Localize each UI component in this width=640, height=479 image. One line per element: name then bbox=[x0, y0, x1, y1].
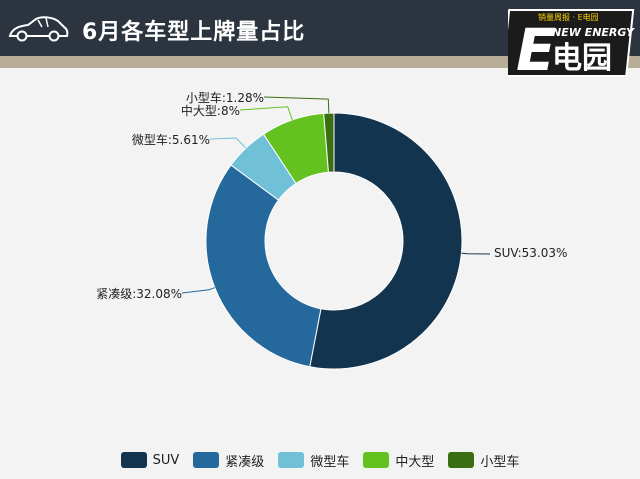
slice-small bbox=[323, 112, 335, 173]
legend-swatch bbox=[448, 452, 475, 468]
legend-label: 紧凑级 bbox=[225, 454, 265, 470]
header-divider-band bbox=[0, 56, 640, 68]
legend-item-compact[interactable]: 紧凑级 bbox=[193, 451, 264, 470]
legend-item-small[interactable]: 小型车 bbox=[448, 451, 519, 470]
legend-item-mini[interactable]: 微型车 bbox=[278, 451, 349, 470]
donut-chart bbox=[181, 96, 491, 370]
legend-label: 微型车 bbox=[310, 454, 350, 470]
legend-item-suv[interactable]: SUV bbox=[120, 452, 180, 468]
legend-swatch bbox=[193, 452, 220, 468]
legend-label: SUV bbox=[152, 452, 180, 468]
leader-line-midlarge bbox=[239, 106, 293, 121]
car-icon bbox=[8, 16, 69, 42]
slice-compact bbox=[205, 164, 322, 368]
svg-text:电园: 电园 bbox=[552, 41, 612, 76]
slice-label-compact: 紧凑级:32.08% bbox=[96, 287, 182, 301]
svg-text:E: E bbox=[516, 16, 556, 80]
slice-label-small: 小型车:1.28% bbox=[185, 91, 264, 105]
e-dianyuan-logo: 销量周报 · E电园 E NEW ENERGY 电园 bbox=[508, 9, 635, 80]
legend-swatch bbox=[363, 452, 390, 468]
slice-label-midlarge: 中大型:8% bbox=[180, 104, 240, 118]
svg-text:销量周报 · E电园: 销量周报 · E电园 bbox=[538, 12, 599, 22]
slice-label-suv: SUV:53.03% bbox=[494, 246, 568, 260]
legend-swatch bbox=[278, 452, 305, 468]
leader-line-small bbox=[263, 96, 330, 114]
slice-suv bbox=[309, 112, 463, 370]
leader-line-mini bbox=[209, 137, 247, 149]
legend-item-midlarge[interactable]: 中大型 bbox=[363, 451, 434, 470]
legend-label: 中大型 bbox=[395, 454, 435, 470]
leader-line-compact bbox=[181, 287, 215, 294]
leader-line-suv bbox=[461, 252, 491, 255]
page-title: 6月各车型上牌量占比 bbox=[82, 20, 306, 45]
chart-legend: SUV 紧凑级 微型车 中大型 小型车 bbox=[0, 446, 640, 474]
legend-swatch bbox=[120, 452, 147, 468]
legend-label: 小型车 bbox=[480, 454, 520, 470]
svg-text:NEW ENERGY: NEW ENERGY bbox=[552, 26, 635, 39]
slice-label-mini: 微型车:5.61% bbox=[131, 133, 210, 147]
